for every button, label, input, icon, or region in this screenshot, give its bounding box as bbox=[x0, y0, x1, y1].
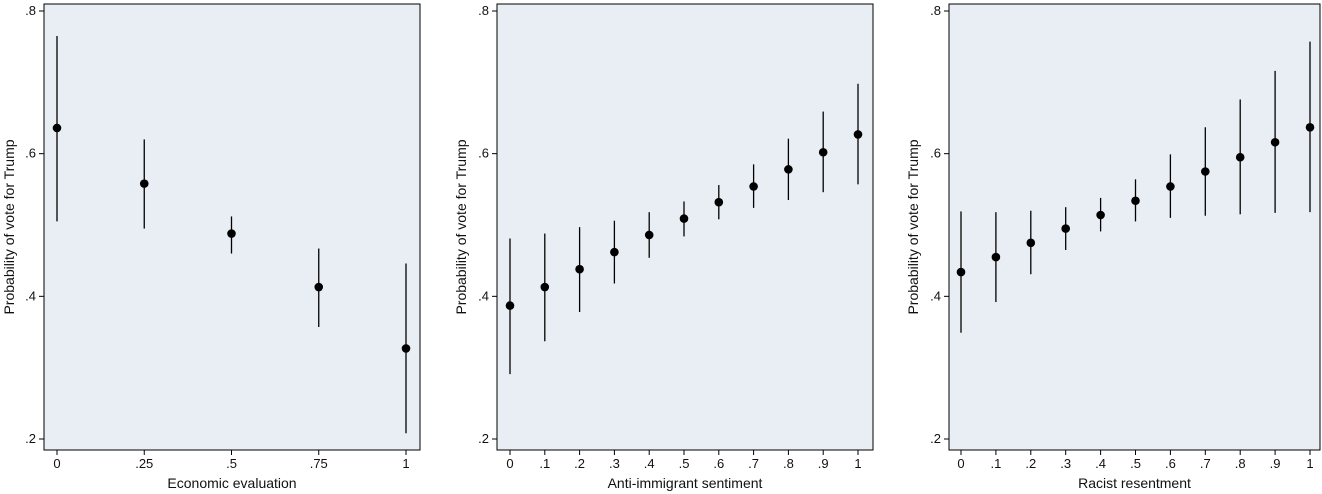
y-tick-label: .8 bbox=[930, 3, 941, 18]
x-tick-label: 0 bbox=[506, 456, 513, 471]
x-tick-label: .1 bbox=[990, 456, 1001, 471]
point-estimate bbox=[956, 267, 966, 277]
x-tick-label: .9 bbox=[818, 456, 829, 471]
x-tick-label: .6 bbox=[1165, 456, 1176, 471]
x-axis-title: Economic evaluation bbox=[167, 475, 296, 491]
x-tick-label: .4 bbox=[1095, 456, 1106, 471]
point-estimate bbox=[540, 282, 550, 292]
point-estimate bbox=[227, 229, 236, 238]
x-tick-label: .3 bbox=[1060, 456, 1071, 471]
x-tick-label: .7 bbox=[1200, 456, 1211, 471]
x-tick-label: .2 bbox=[574, 456, 585, 471]
point-estimate bbox=[401, 344, 411, 353]
point-estimate bbox=[52, 123, 62, 133]
y-tick-label: .4 bbox=[930, 288, 941, 303]
x-tick-label: .9 bbox=[1270, 456, 1281, 471]
y-tick-label: .6 bbox=[478, 146, 489, 161]
point-estimate bbox=[1166, 182, 1175, 191]
chart-panel-1: .2 .4 .6 .8 0 .25 .5 .75 1 Economic evaluation Pro… bbox=[1, 3, 421, 491]
x-tick-label: .8 bbox=[1235, 456, 1246, 471]
x-axis-title: Racist resentment bbox=[1078, 475, 1191, 491]
y-axis-title: Probability of vote for Trump bbox=[1, 139, 17, 314]
y-tick-label: .8 bbox=[25, 3, 36, 18]
point-estimate bbox=[853, 130, 863, 139]
x-tick-label: .5 bbox=[226, 456, 237, 471]
point-estimate bbox=[139, 179, 149, 188]
x-tick-label: 1 bbox=[402, 456, 409, 471]
point-estimate bbox=[818, 147, 828, 157]
plot-area bbox=[496, 3, 874, 451]
chart-panel-2: .2 .4 .6 .8 0 .1 .2 .3 .4 .5 .6 .7 .8 .9 1 Anti-immigra… bbox=[453, 3, 874, 491]
y-tick-label: .6 bbox=[930, 146, 941, 161]
x-tick-label: .5 bbox=[679, 456, 690, 471]
x-tick-label: .2 bbox=[1025, 456, 1036, 471]
plot-area bbox=[948, 3, 1321, 451]
point-estimate bbox=[644, 230, 654, 240]
x-tick-label: 0 bbox=[957, 456, 964, 471]
y-tick-label: .2 bbox=[478, 431, 489, 446]
point-estimate bbox=[749, 182, 758, 191]
point-estimate bbox=[784, 165, 793, 174]
chart-panel-3: .2 .4 .6 .8 0 .1 .2 .3 .4 .5 .6 .7 .8 .9 1 Racist resen… bbox=[905, 3, 1321, 491]
x-tick-label: 1 bbox=[1306, 456, 1313, 471]
x-tick-label: .7 bbox=[748, 456, 759, 471]
point-estimate bbox=[679, 214, 689, 223]
point-estimate bbox=[1096, 210, 1105, 220]
x-tick-label: .8 bbox=[783, 456, 794, 471]
x-tick-label: .4 bbox=[644, 456, 655, 471]
x-tick-label: .75 bbox=[310, 456, 328, 471]
point-estimate bbox=[1201, 167, 1210, 176]
y-tick-label: .6 bbox=[25, 146, 36, 161]
point-estimate bbox=[610, 247, 619, 257]
y-tick-label: .4 bbox=[478, 288, 489, 303]
y-tick-label: .2 bbox=[930, 431, 941, 446]
point-estimate bbox=[1270, 137, 1280, 147]
point-estimate bbox=[714, 197, 724, 207]
x-tick-label: 1 bbox=[854, 456, 861, 471]
x-tick-label: .6 bbox=[713, 456, 724, 471]
point-estimate bbox=[505, 301, 515, 310]
point-estimate bbox=[1235, 152, 1245, 162]
x-axis-title: Anti-immigrant sentiment bbox=[608, 475, 763, 491]
x-tick-label: .3 bbox=[609, 456, 620, 471]
point-estimate bbox=[991, 252, 1001, 262]
x-tick-label: .25 bbox=[135, 456, 153, 471]
x-tick-label: .1 bbox=[539, 456, 550, 471]
y-tick-label: .4 bbox=[25, 288, 36, 303]
y-tick-label: .2 bbox=[25, 431, 36, 446]
point-estimate bbox=[1305, 122, 1315, 132]
y-axis-title: Probability of vote for Trump bbox=[453, 139, 469, 314]
y-axis-title: Probability of vote for Trump bbox=[905, 139, 921, 314]
x-tick-label: 0 bbox=[53, 456, 60, 471]
point-estimate bbox=[1061, 224, 1070, 233]
point-estimate bbox=[1131, 196, 1140, 206]
point-estimate bbox=[1026, 238, 1036, 248]
x-tick-label: .5 bbox=[1130, 456, 1141, 471]
y-tick-label: .8 bbox=[478, 3, 489, 18]
point-estimate bbox=[575, 264, 584, 274]
point-estimate bbox=[314, 282, 324, 292]
